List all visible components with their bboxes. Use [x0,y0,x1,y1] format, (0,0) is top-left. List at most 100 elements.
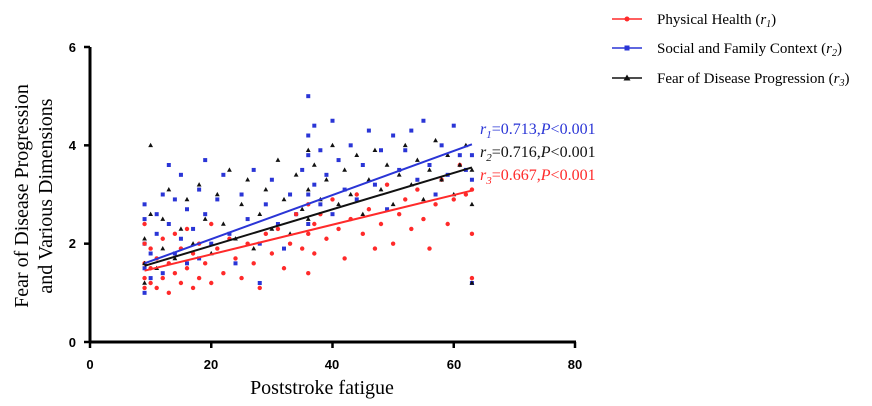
data-point-social-and-family-context [306,94,311,99]
data-point-physical-health [160,275,165,281]
data-point-fear-of-disease-progression [142,236,147,241]
fit-line-fear-of-disease-progression [144,166,473,267]
data-point-fear-of-disease-progression [275,157,281,162]
data-point-fear-of-disease-progression [396,172,402,177]
data-point-fear-of-disease-progression [257,211,263,216]
data-point-fear-of-disease-progression [251,245,257,251]
data-point-social-and-family-context [469,153,474,158]
data-point-social-and-family-context [142,202,147,207]
data-point-fear-of-disease-progression [299,206,305,212]
data-point-fear-of-disease-progression [360,211,366,216]
data-point-physical-health [384,182,390,187]
data-point-social-and-family-context [239,192,244,197]
data-point-social-and-family-context [148,276,153,281]
legend-item-social-family: Social and Family Context (r2) [612,41,842,59]
data-point-fear-of-disease-progression [305,147,311,153]
data-point-social-and-family-context [160,192,165,197]
x-tick-label: 40 [325,357,339,372]
data-point-social-and-family-context [385,207,390,212]
data-point-fear-of-disease-progression [166,186,172,192]
data-point-physical-health [421,216,426,222]
data-point-social-and-family-context [185,261,189,266]
data-point-physical-health [324,236,329,241]
data-point-fear-of-disease-progression [445,152,451,157]
data-point-social-and-family-context [269,177,274,182]
data-point-fear-of-disease-progression [263,186,269,192]
data-point-physical-health [451,197,456,202]
legend-swatch-fear-marker [623,74,631,81]
data-point-social-and-family-context [185,207,189,212]
data-point-physical-health [142,221,147,227]
data-point-fear-of-disease-progression [142,280,147,285]
data-point-social-and-family-context [421,118,426,123]
data-point-social-and-family-context [336,158,341,163]
data-point-social-and-family-context [324,172,329,177]
data-point-physical-health [366,207,372,212]
data-point-physical-health [463,192,469,197]
data-point-fear-of-disease-progression [421,196,426,202]
points-layer [142,94,475,296]
y-tick-label: 4 [69,138,77,153]
data-point-social-and-family-context [379,148,383,153]
data-point-social-and-family-context [457,153,462,158]
data-point-physical-health [148,246,153,251]
data-point-fear-of-disease-progression [245,177,251,182]
data-point-physical-health [312,221,317,227]
data-point-fear-of-disease-progression [414,157,420,162]
data-point-physical-health [251,261,256,266]
data-point-social-and-family-context [172,251,177,256]
data-point-social-and-family-context [160,271,165,276]
data-point-physical-health [469,231,475,237]
data-point-physical-health [330,197,335,202]
data-point-social-and-family-context [312,123,317,128]
data-point-physical-health [336,226,341,232]
data-point-physical-health [221,270,226,276]
data-point-physical-health [469,275,475,281]
data-point-physical-health [142,285,147,291]
data-point-social-and-family-context [233,261,238,266]
data-point-fear-of-disease-progression [148,211,154,216]
data-point-social-and-family-context [469,177,474,182]
data-point-fear-of-disease-progression [469,167,475,172]
data-point-social-and-family-context [142,217,147,222]
data-point-physical-health [415,187,420,192]
data-point-social-and-family-context [282,246,286,251]
data-point-physical-health [178,280,184,286]
data-point-fear-of-disease-progression [305,216,311,221]
data-point-physical-health [160,236,165,241]
legend-swatch-physical-marker [624,16,630,22]
fit-lines-layer [144,143,473,272]
data-point-physical-health [306,270,311,276]
data-point-social-and-family-context [318,148,323,153]
data-point-fear-of-disease-progression [178,226,184,231]
data-point-social-and-family-context [288,192,293,197]
data-point-physical-health [142,241,147,246]
data-point-physical-health [209,280,214,286]
data-point-fear-of-disease-progression [148,142,154,148]
y-tick-label: 6 [69,40,76,55]
data-point-physical-health [233,256,238,261]
data-point-physical-health [306,231,311,237]
data-point-physical-health [342,256,347,261]
data-point-physical-health [190,285,196,291]
data-point-social-and-family-context [166,222,171,226]
data-point-physical-health [445,221,450,227]
data-point-fear-of-disease-progression [172,255,178,261]
data-point-social-and-family-context [197,187,202,192]
data-point-physical-health [257,285,262,291]
y-tick-label: 2 [69,236,76,251]
data-point-fear-of-disease-progression [469,201,475,207]
data-point-social-and-family-context [197,256,202,261]
data-point-fear-of-disease-progression [427,167,432,172]
x-tick-label: 60 [447,357,461,372]
legend-item-physical-health: Physical Health (r1) [612,12,776,30]
data-point-physical-health [433,202,438,207]
ticks-layer [84,45,577,348]
data-point-fear-of-disease-progression [196,182,202,187]
data-point-social-and-family-context [433,192,438,197]
data-point-fear-of-disease-progression [433,137,438,143]
legend-label-physical: Physical Health (r1) [657,12,776,30]
data-point-physical-health [196,275,202,281]
data-point-physical-health [184,226,190,232]
